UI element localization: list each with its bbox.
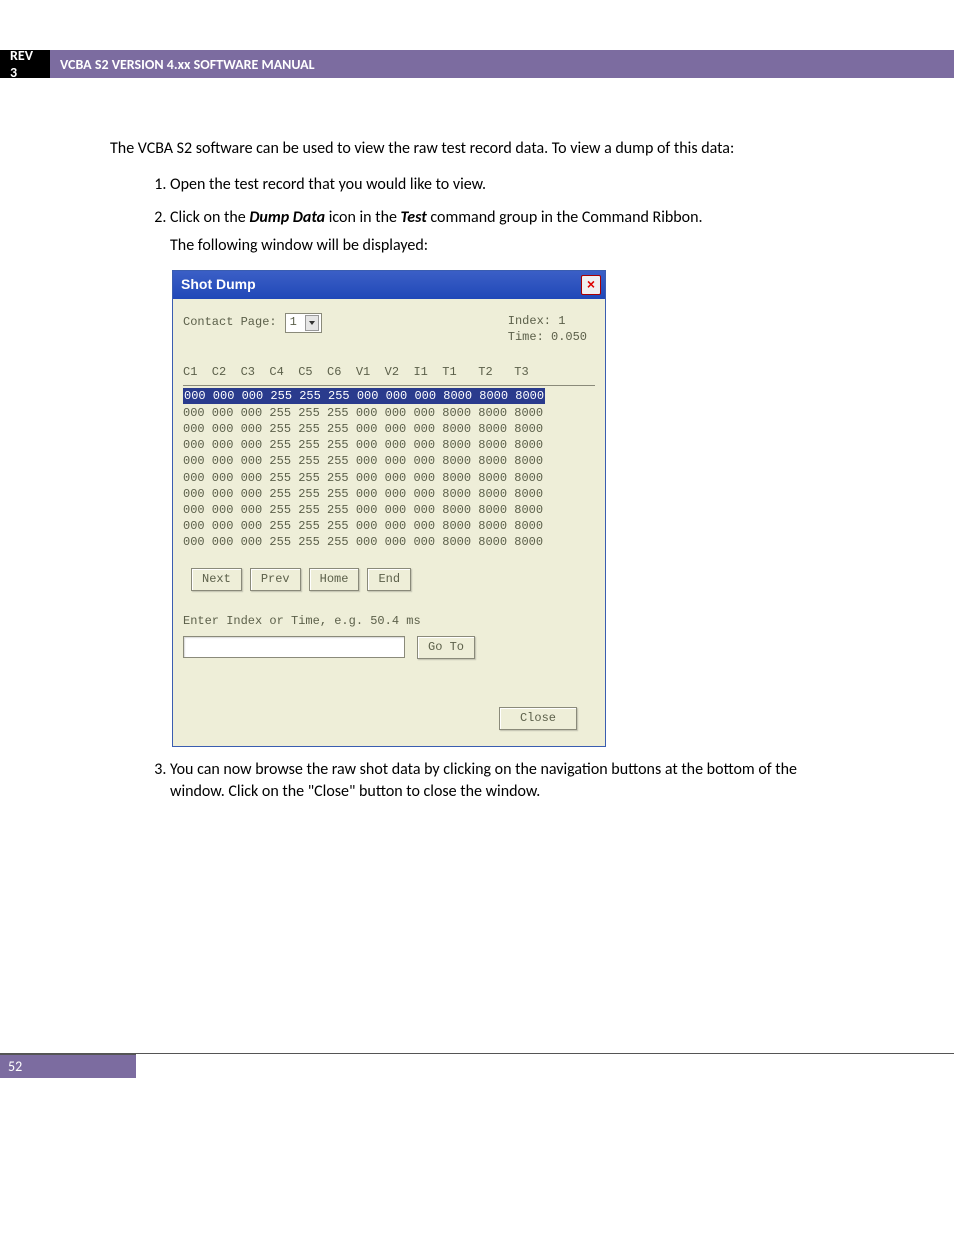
goto-input[interactable] bbox=[183, 636, 405, 658]
page-number: 52 bbox=[0, 1053, 136, 1078]
chevron-down-icon[interactable] bbox=[305, 315, 319, 331]
table-row: 000 000 000 255 255 255 000 000 000 8000… bbox=[183, 453, 595, 469]
step-2: Click on the Dump Data icon in the Test … bbox=[170, 207, 844, 747]
contact-page-select[interactable]: 1 bbox=[285, 313, 322, 333]
header-title: VCBA S2 VERSION 4.xx SOFTWARE MANUAL bbox=[50, 50, 954, 78]
step-2-test: Test bbox=[401, 208, 427, 227]
close-button[interactable]: Close bbox=[499, 707, 577, 730]
end-button[interactable]: End bbox=[367, 568, 411, 591]
shotdump-title: Shot Dump bbox=[181, 275, 256, 295]
shotdump-window: Shot Dump × Contact Page: 1 bbox=[172, 270, 606, 747]
step-2-frag-a: Click on the bbox=[170, 208, 249, 227]
prev-button[interactable]: Prev bbox=[250, 568, 301, 591]
table-row: 000 000 000 255 255 255 000 000 000 8000… bbox=[183, 405, 595, 421]
close-icon[interactable]: × bbox=[581, 275, 601, 295]
step-2-frag-c: icon in the bbox=[325, 208, 400, 227]
shotdump-titlebar: Shot Dump × bbox=[173, 271, 605, 299]
table-row: 000 000 000 255 255 255 000 000 000 8000… bbox=[183, 470, 595, 486]
step-3: You can now browse the raw shot data by … bbox=[170, 759, 844, 804]
table-row: 000 000 000 255 255 255 000 000 000 8000… bbox=[183, 421, 595, 437]
table-row: 000 000 000 255 255 255 000 000 000 8000… bbox=[183, 502, 595, 518]
step-2-dumpdata: Dump Data bbox=[249, 208, 325, 227]
header-divider bbox=[183, 385, 595, 386]
step-1: Open the test record that you would like… bbox=[170, 174, 844, 196]
table-row: 000 000 000 255 255 255 000 000 000 8000… bbox=[183, 518, 595, 534]
index-label: Index: 1 bbox=[508, 313, 587, 330]
contact-page-value: 1 bbox=[290, 314, 297, 331]
table-row: 000 000 000 255 255 255 000 000 000 8000… bbox=[183, 534, 595, 550]
column-headers: C1 C2 C3 C4 C5 C6 V1 V2 I1 T1 T2 T3 bbox=[183, 364, 595, 381]
next-button[interactable]: Next bbox=[191, 568, 242, 591]
home-button[interactable]: Home bbox=[309, 568, 360, 591]
time-label: Time: 0.050 bbox=[508, 329, 587, 346]
step-1-text: Open the test record that you would like… bbox=[170, 175, 486, 194]
header-bar: REV 3 VCBA S2 VERSION 4.xx SOFTWARE MANU… bbox=[0, 50, 954, 78]
table-row: 000 000 000 255 255 255 000 000 000 8000… bbox=[183, 437, 595, 453]
table-row[interactable]: 000 000 000 255 255 255 000 000 000 8000… bbox=[183, 388, 545, 404]
header-rev: REV 3 bbox=[0, 50, 50, 78]
table-row: 000 000 000 255 255 255 000 000 000 8000… bbox=[183, 486, 595, 502]
step-3-text: You can now browse the raw shot data by … bbox=[170, 760, 797, 801]
step-2-frag-e: command group in the Command Ribbon. bbox=[427, 208, 703, 227]
goto-button[interactable]: Go To bbox=[417, 636, 475, 659]
intro-text: The VCBA S2 software can be used to view… bbox=[110, 138, 844, 160]
footer: 52 bbox=[0, 1053, 954, 1078]
contact-page-label: Contact Page: bbox=[183, 314, 277, 331]
step-2-subline: The following window will be displayed: bbox=[170, 235, 844, 257]
goto-label: Enter Index or Time, e.g. 50.4 ms bbox=[183, 613, 595, 630]
